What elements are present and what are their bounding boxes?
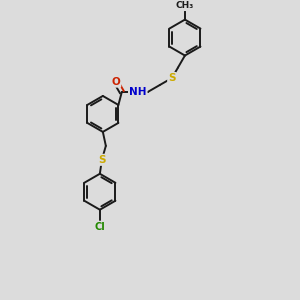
Text: S: S bbox=[168, 73, 176, 83]
Text: CH₃: CH₃ bbox=[176, 1, 194, 10]
Text: O: O bbox=[112, 76, 120, 87]
Text: NH: NH bbox=[129, 87, 146, 97]
Text: S: S bbox=[98, 155, 106, 165]
Text: Cl: Cl bbox=[94, 222, 105, 232]
